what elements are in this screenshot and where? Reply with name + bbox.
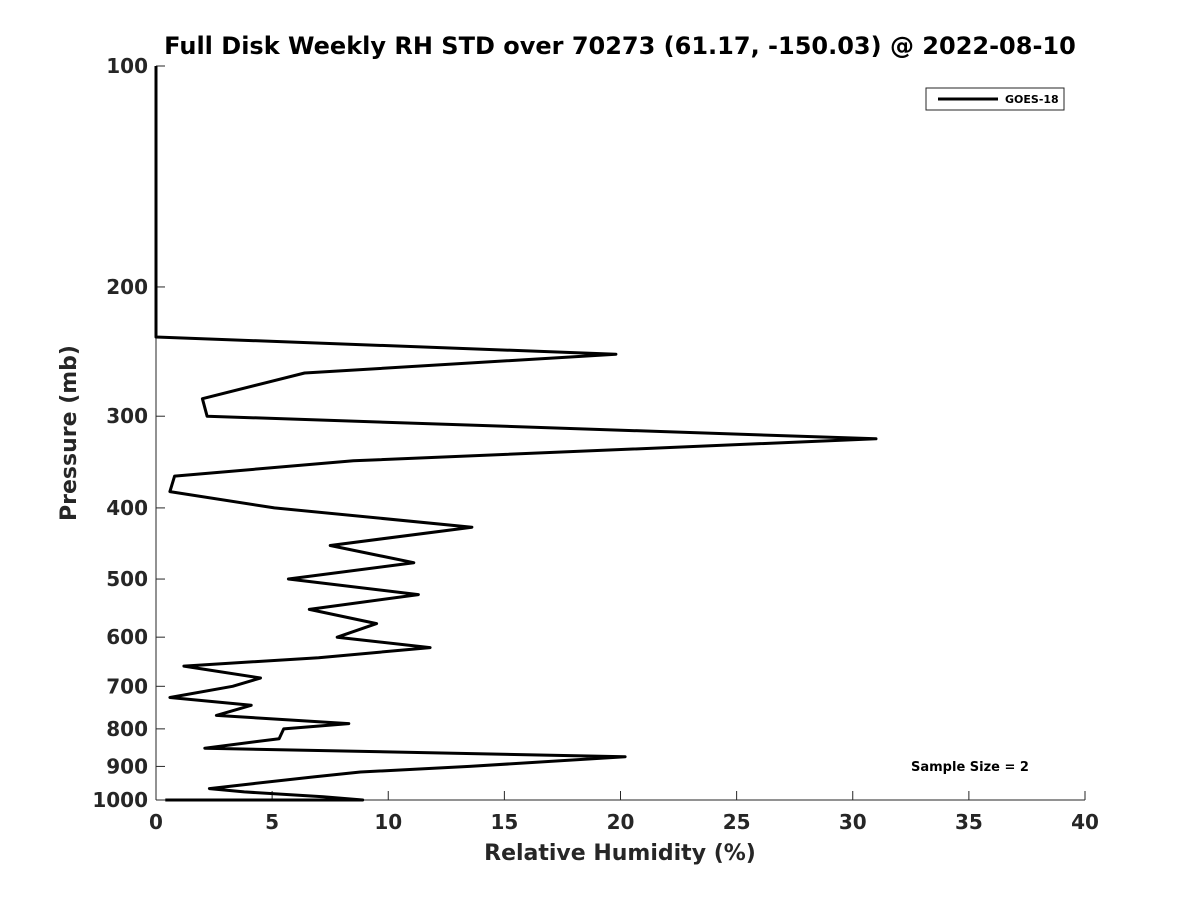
y-tick-label: 200: [106, 275, 148, 299]
sample-size-annotation: Sample Size = 2: [911, 760, 1029, 775]
x-ticks: 0 5 10 15 20 25 30 35 40: [149, 791, 1099, 834]
legend: GOES-18: [925, 87, 1065, 111]
x-axis-label: Relative Humidity (%): [484, 841, 756, 866]
x-tick-label: 30: [839, 810, 867, 834]
x-tick-label: 25: [723, 810, 751, 834]
series-line-goes-18: [154, 66, 878, 802]
x-tick-label: 20: [607, 810, 635, 834]
chart-title: Full Disk Weekly RH STD over 70273 (61.1…: [164, 32, 1076, 60]
y-tick-label: 600: [106, 625, 148, 649]
y-ticks: 100 200 300 400 500 600 700 800 900 1000: [92, 54, 165, 812]
y-tick-label: 1000: [92, 788, 148, 812]
x-tick-label: 35: [955, 810, 983, 834]
y-tick-label: 100: [106, 54, 148, 78]
y-tick-label: 500: [106, 567, 148, 591]
y-tick-label: 800: [106, 717, 148, 741]
y-axis-label: Pressure (mb): [57, 345, 82, 521]
x-tick-label: 0: [149, 810, 163, 834]
y-tick-label: 700: [106, 674, 148, 698]
legend-label-goes-18: GOES-18: [1005, 93, 1059, 106]
y-tick-label: 400: [106, 496, 148, 520]
y-tick-label: 900: [106, 754, 148, 778]
y-tick-label: 300: [106, 404, 148, 428]
x-tick-label: 5: [265, 810, 279, 834]
x-tick-label: 15: [490, 810, 518, 834]
x-tick-label: 40: [1071, 810, 1099, 834]
x-tick-label: 10: [374, 810, 402, 834]
